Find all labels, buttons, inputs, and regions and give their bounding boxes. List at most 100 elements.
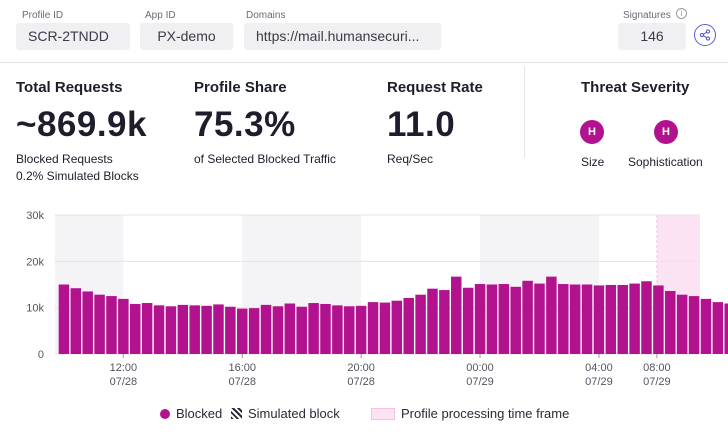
- y-tick-label: 20k: [26, 256, 44, 268]
- blocked-bar: [605, 284, 617, 354]
- blocked-bar: [451, 276, 462, 354]
- total-requests-sub: Blocked Requests: [16, 152, 113, 166]
- share-button[interactable]: [694, 24, 716, 46]
- blocked-bar: [320, 303, 331, 354]
- x-tick-time-label: 20:00: [347, 362, 375, 374]
- blocked-bar: [427, 288, 438, 354]
- share-icon: [699, 29, 711, 41]
- signatures-label: Signatures: [623, 10, 671, 21]
- blocked-bar: [617, 284, 628, 354]
- x-tick-time-label: 04:00: [585, 362, 613, 374]
- blocked-bar: [82, 291, 93, 354]
- blocked-bar: [653, 285, 664, 354]
- blocked-bar: [367, 302, 379, 354]
- blocked-bar: [296, 306, 307, 354]
- blocked-bar: [237, 308, 248, 354]
- x-tick-date-label: 07/29: [643, 376, 671, 388]
- header-divider: [0, 62, 728, 63]
- blocked-bar: [248, 308, 260, 354]
- x-tick-date-label: 07/28: [347, 376, 375, 388]
- blocked-bar: [581, 284, 593, 354]
- request-rate-sub: Req/Sec: [387, 152, 434, 166]
- domains-field[interactable]: https://mail.humansecuri...: [244, 23, 441, 50]
- threat-severity-title: Threat Severity: [581, 79, 690, 96]
- total-requests-value: ~869.9k: [16, 105, 147, 144]
- hatch-swatch-icon: [231, 408, 242, 419]
- blocked-bar: [106, 296, 117, 354]
- blocked-bar: [130, 303, 141, 354]
- y-tick-label: 30k: [26, 210, 44, 222]
- metrics-divider: [524, 66, 525, 158]
- x-tick-date-label: 07/28: [228, 376, 256, 388]
- blocked-bar: [558, 284, 569, 354]
- blocked-bar: [688, 296, 700, 354]
- blocked-bar: [153, 305, 165, 354]
- legend-simulated-label: Simulated block: [248, 406, 340, 421]
- sophistication-severity-label: Sophistication: [628, 155, 703, 169]
- blocked-bar: [498, 284, 510, 354]
- sophistication-severity-badge: H: [654, 120, 678, 144]
- x-tick-time-label: 08:00: [643, 362, 671, 374]
- y-tick-label: 10k: [26, 303, 44, 315]
- blocked-bar: [724, 303, 728, 354]
- blocked-bar: [213, 304, 224, 354]
- blocked-bar: [665, 290, 676, 354]
- x-tick-date-label: 07/29: [466, 376, 494, 388]
- blocked-bar: [332, 305, 343, 354]
- y-tick-label: 0: [38, 349, 44, 361]
- blocked-bar: [379, 302, 391, 354]
- signatures-field[interactable]: 146: [618, 23, 686, 50]
- blocked-bar: [201, 305, 212, 354]
- x-tick-date-label: 07/28: [110, 376, 138, 388]
- circle-swatch-icon: [160, 408, 170, 419]
- blocked-bar: [284, 303, 296, 354]
- legend-simulated[interactable]: Simulated block: [231, 406, 340, 421]
- blocked-bar: [593, 285, 605, 354]
- blocked-bar: [355, 305, 367, 354]
- blocked-bar: [474, 284, 486, 354]
- legend-processing[interactable]: Profile processing time frame: [371, 406, 569, 421]
- legend-processing-label: Profile processing time frame: [401, 406, 570, 421]
- profile-id-label: Profile ID: [22, 10, 64, 21]
- blocked-bar: [629, 283, 640, 354]
- blocked-bar: [439, 290, 450, 354]
- request-rate-value: 11.0: [387, 105, 456, 144]
- x-tick-time-label: 00:00: [466, 362, 494, 374]
- blocked-bar: [308, 303, 319, 354]
- profile-id-field[interactable]: SCR-2TNDD: [16, 23, 130, 50]
- blocked-bar: [58, 284, 70, 354]
- blocked-bar: [177, 304, 189, 354]
- app-id-field[interactable]: PX-demo: [140, 23, 233, 50]
- blocked-bar: [118, 298, 129, 354]
- total-requests-title: Total Requests: [16, 79, 123, 96]
- blocked-bar: [272, 306, 284, 354]
- size-severity-badge: H: [580, 120, 604, 144]
- blocked-bar: [344, 306, 355, 354]
- blocked-bar: [70, 288, 82, 354]
- blocked-bar: [260, 304, 272, 354]
- blocked-bar: [189, 305, 200, 354]
- blocked-bar: [676, 294, 688, 354]
- app-id-label: App ID: [145, 10, 176, 21]
- legend-blocked[interactable]: Blocked: [160, 406, 222, 421]
- blocked-bar: [486, 284, 498, 354]
- x-tick-date-label: 07/29: [585, 376, 613, 388]
- x-tick-time-label: 12:00: [110, 362, 138, 374]
- profile-share-value: 75.3%: [194, 105, 296, 144]
- blocked-bar: [391, 300, 403, 354]
- blocked-bar: [534, 283, 545, 354]
- blocked-bar: [700, 298, 712, 354]
- domains-label: Domains: [246, 10, 286, 21]
- profile-share-sub: of Selected Blocked Traffic: [194, 152, 336, 166]
- blocked-bar: [94, 294, 105, 354]
- blocked-bar: [546, 276, 557, 354]
- blocked-requests-chart: 0 10k 20k 30k 12:00 07/28 16:00 07/28 20:00 07/28…: [26, 210, 728, 388]
- rect-swatch-icon: [371, 407, 395, 420]
- blocked-bar: [462, 287, 474, 354]
- info-icon[interactable]: i: [676, 8, 687, 19]
- x-tick-time-label: 16:00: [228, 362, 256, 374]
- blocked-bar: [415, 294, 426, 354]
- legend-blocked-label: Blocked: [176, 406, 223, 421]
- blocked-bar: [522, 280, 533, 354]
- blocked-bar: [225, 306, 236, 354]
